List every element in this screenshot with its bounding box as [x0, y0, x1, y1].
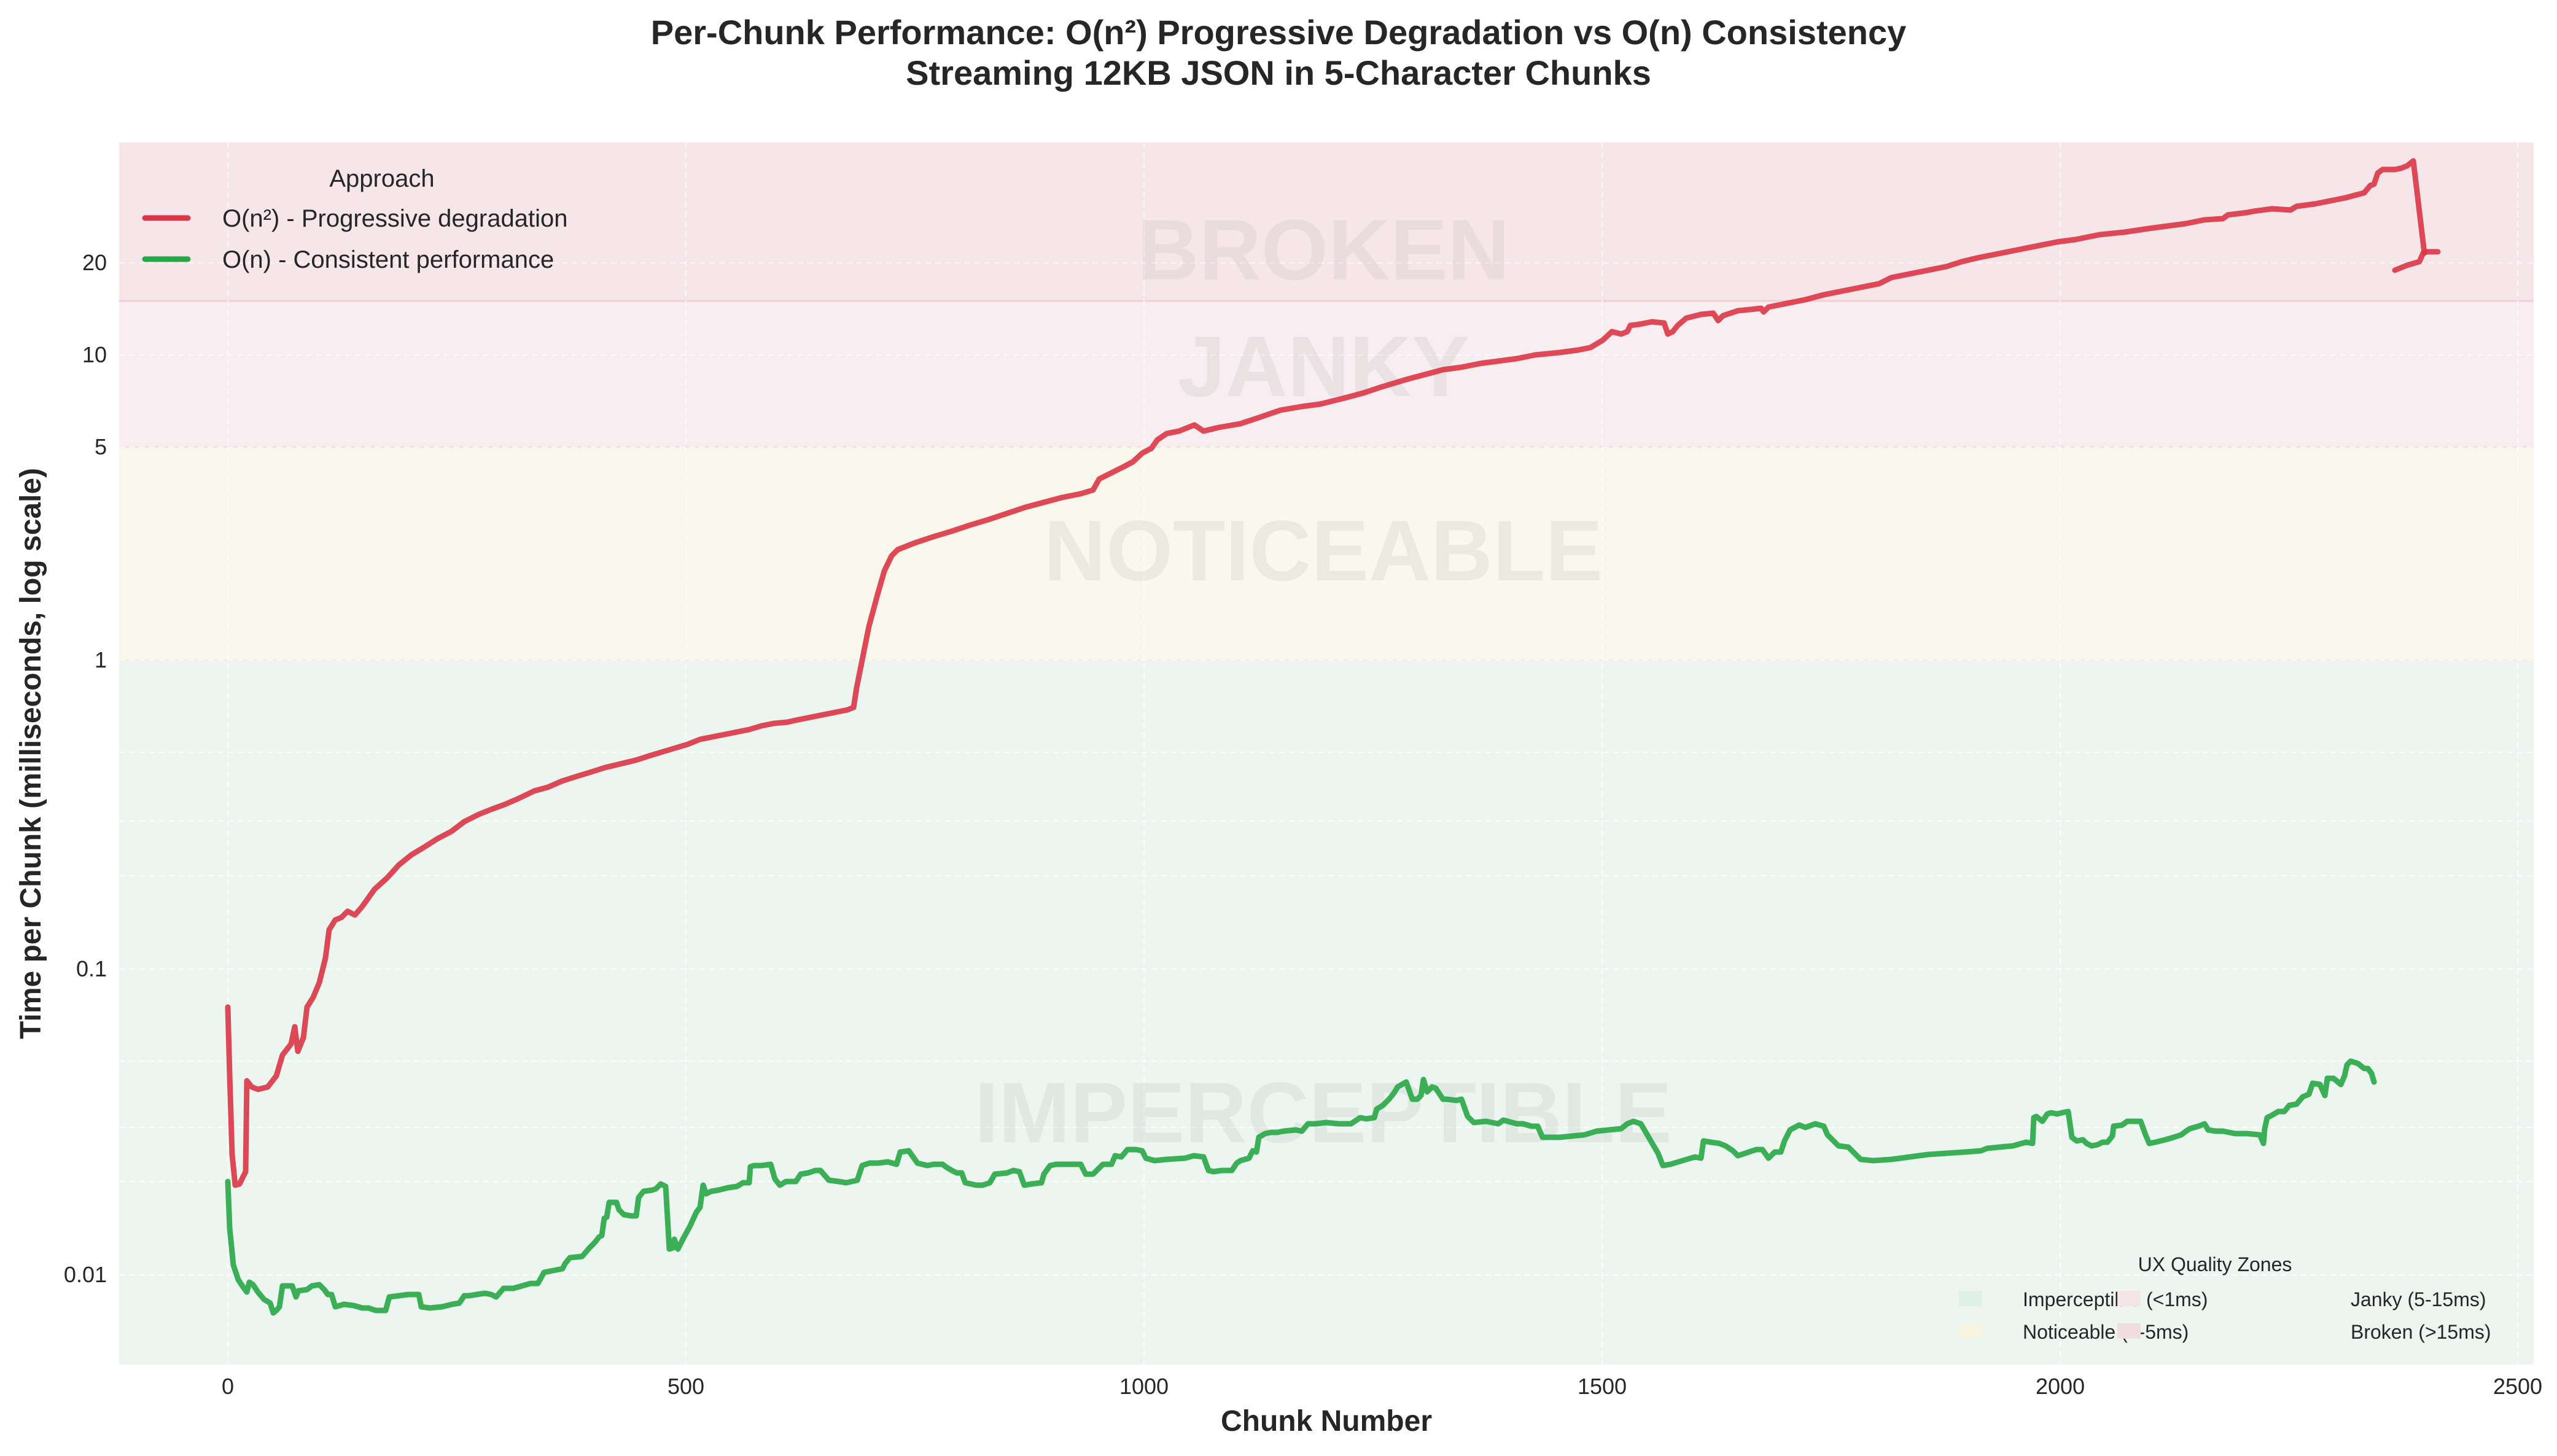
zone-noticeable-band [119, 447, 2534, 660]
legend-imperceptible-label: Imperceptible (<1ms) [2023, 1288, 2208, 1310]
y-tick-0.1: 0.1 [76, 956, 107, 981]
grid-lines [119, 142, 2534, 1365]
legend-imperceptible-swatch [1959, 1291, 1982, 1306]
legend-janky-label: Janky (5-15ms) [2351, 1288, 2486, 1310]
x-tick-2500: 2500 [2493, 1374, 2542, 1399]
zone-label-noticeable: NOTICEABLE [1044, 502, 1603, 599]
x-axis-ticks: 0 500 1000 1500 2000 2500 [222, 1374, 2542, 1399]
legend-linear-label: O(n) - Consistent performance [222, 246, 554, 273]
legend-zones-title: UX Quality Zones [2138, 1253, 2292, 1275]
legend-noticeable-swatch [1959, 1323, 1982, 1339]
x-tick-0: 0 [222, 1374, 234, 1399]
x-axis-label: Chunk Number [1221, 1405, 1432, 1438]
legend-zones: UX Quality Zones Imperceptible (<1ms) No… [1959, 1253, 2491, 1343]
chart-subtitle: Streaming 12KB JSON in 5-Character Chunk… [906, 53, 1651, 92]
y-tick-20: 20 [82, 250, 107, 275]
x-tick-1500: 1500 [1578, 1374, 1627, 1399]
zone-label-broken: BROKEN [1137, 201, 1510, 298]
zone-label-janky: JANKY [1178, 318, 1469, 415]
zone-broken-band [119, 142, 2534, 301]
series-linear-line [225, 1058, 2377, 1316]
series-quadratic-tail [2392, 249, 2441, 273]
y-axis-label: Time per Chunk (milliseconds, log scale) [15, 468, 47, 1039]
legend-broken-swatch [2117, 1323, 2141, 1339]
legend-approach-title: Approach [329, 165, 434, 192]
x-tick-2000: 2000 [2036, 1374, 2085, 1399]
legend-quadratic-label: O(n²) - Progressive degradation [222, 205, 567, 232]
zone-imperceptible-band [119, 660, 2534, 1365]
legend-broken-label: Broken (>15ms) [2351, 1321, 2491, 1343]
y-tick-5: 5 [95, 434, 107, 459]
x-tick-500: 500 [667, 1374, 704, 1399]
zone-janky-band [119, 301, 2534, 447]
y-tick-1: 1 [95, 647, 107, 672]
y-tick-10: 10 [82, 342, 107, 367]
series-quadratic-line [225, 158, 2427, 1188]
y-tick-0.01: 0.01 [64, 1262, 107, 1287]
legend-approach: Approach O(n²) - Progressive degradation… [142, 165, 567, 273]
x-tick-1000: 1000 [1119, 1374, 1169, 1399]
zone-label-imperceptible: IMPERCEPTIBLE [975, 1064, 1672, 1161]
legend-noticeable-label: Noticeable (1-5ms) [2023, 1321, 2189, 1343]
y-axis-ticks: 0.01 0.1 1 5 10 20 [64, 250, 107, 1287]
chart-title: Per-Chunk Performance: O(n²) Progressive… [650, 13, 1907, 52]
legend-janky-swatch [2117, 1291, 2141, 1306]
zone-bands [119, 142, 2534, 1365]
